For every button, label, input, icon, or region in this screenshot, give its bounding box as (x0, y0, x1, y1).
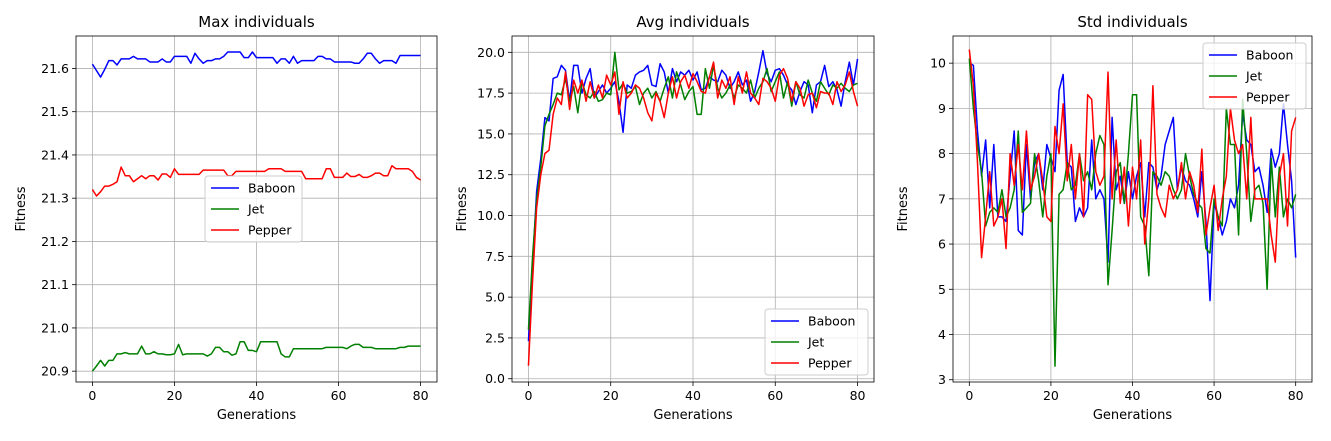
legend: Baboon Jet Pepper (764, 308, 869, 376)
x-axis-label: Generations (217, 408, 297, 423)
x-tick-label: 40 (1125, 388, 1141, 403)
x-tick-label: 60 (331, 388, 347, 403)
legend-label-pepper: Pepper (808, 356, 852, 371)
y-tick-label: 10 (930, 56, 946, 71)
legend-label-pepper: Pepper (1246, 90, 1290, 105)
x-tick-label: 80 (1288, 388, 1304, 403)
y-tick-label: 21.3 (41, 191, 69, 206)
chart-title: Std individuals (1077, 13, 1187, 31)
series-line-jet (91, 341, 421, 372)
x-tick-label: 40 (685, 388, 701, 403)
x-tick-label: 0 (524, 388, 532, 403)
series-line-pepper (527, 61, 859, 366)
x-tick-label: 0 (88, 388, 96, 403)
series-line-pepper (968, 49, 1297, 263)
legend-label-baboon: Baboon (248, 181, 295, 196)
x-tick-label: 20 (603, 388, 619, 403)
y-axis-label: Fitness (896, 186, 911, 231)
y-tick-label: 3 (938, 372, 946, 387)
x-axis-label: Generations (653, 408, 733, 423)
x-tick-label: 20 (167, 388, 183, 403)
legend-box (764, 308, 869, 376)
y-tick-label: 15.0 (477, 126, 505, 141)
chart-title: Avg individuals (636, 13, 749, 31)
legend-box (1202, 42, 1307, 110)
y-tick-label: 21.5 (41, 104, 69, 119)
y-axis-label: Fitness (455, 186, 470, 231)
series-line-baboon (91, 51, 421, 78)
x-tick-label: 60 (1206, 388, 1222, 403)
x-tick-label: 0 (965, 388, 973, 403)
x-tick-label: 40 (249, 388, 265, 403)
x-tick-label: 80 (850, 388, 866, 403)
y-tick-label: 7.5 (485, 249, 505, 264)
x-axis-label: Generations (1093, 408, 1173, 423)
y-tick-label: 17.5 (477, 86, 505, 101)
legend-label-jet: Jet (247, 202, 264, 217)
y-axis-label: Fitness (14, 186, 29, 231)
x-tick-label: 20 (1043, 388, 1059, 403)
chart-panel-2: 0 20 40 60 80 0.0 2.5 5.0 7.5 10.0 12.5 15.0 17.5 20.… (455, 13, 875, 423)
y-tick-label: 21.2 (41, 234, 69, 249)
series-line-pepper (91, 165, 421, 197)
y-tick-label: 0.0 (485, 371, 505, 386)
x-tick-label: 80 (413, 388, 429, 403)
chart-panel-1: 0 20 40 60 80 20.9 21.0 21.1 21.2 21.3 21.4 21.5 21.… (14, 13, 438, 423)
y-tick-label: 2.5 (485, 330, 505, 345)
y-tick-label: 21.4 (41, 147, 69, 162)
legend-label-jet: Jet (807, 335, 824, 350)
y-tick-label: 7 (938, 191, 946, 206)
x-tick-label: 60 (767, 388, 783, 403)
legend: Baboon Jet Pepper (1202, 42, 1307, 110)
y-tick-label: 10.0 (477, 208, 505, 223)
series-line-jet (968, 58, 1297, 367)
legend-label-pepper: Pepper (248, 223, 292, 238)
y-tick-label: 4 (938, 327, 946, 342)
legend-label-baboon: Baboon (808, 314, 855, 329)
legend: Baboon Jet Pepper (204, 175, 303, 243)
y-tick-label: 20.0 (477, 45, 505, 60)
y-tick-label: 12.5 (477, 167, 505, 182)
legend-label-baboon: Baboon (1246, 48, 1293, 63)
y-tick-label: 8 (938, 146, 946, 161)
y-tick-label: 6 (938, 237, 946, 252)
y-tick-label: 21.6 (41, 61, 69, 76)
y-tick-label: 5 (938, 282, 946, 297)
y-tick-label: 5.0 (485, 290, 505, 305)
y-tick-label: 9 (938, 101, 946, 116)
y-tick-label: 21.1 (41, 277, 69, 292)
y-tick-label: 20.9 (41, 364, 69, 379)
chart-panel-3: 0 20 40 60 80 3 4 5 6 7 8 9 10 Std individuals Generat… (896, 13, 1313, 423)
chart-title: Max individuals (198, 13, 315, 31)
legend-label-jet: Jet (1245, 69, 1262, 84)
y-tick-label: 21.0 (41, 320, 69, 335)
legend-box (204, 175, 303, 243)
